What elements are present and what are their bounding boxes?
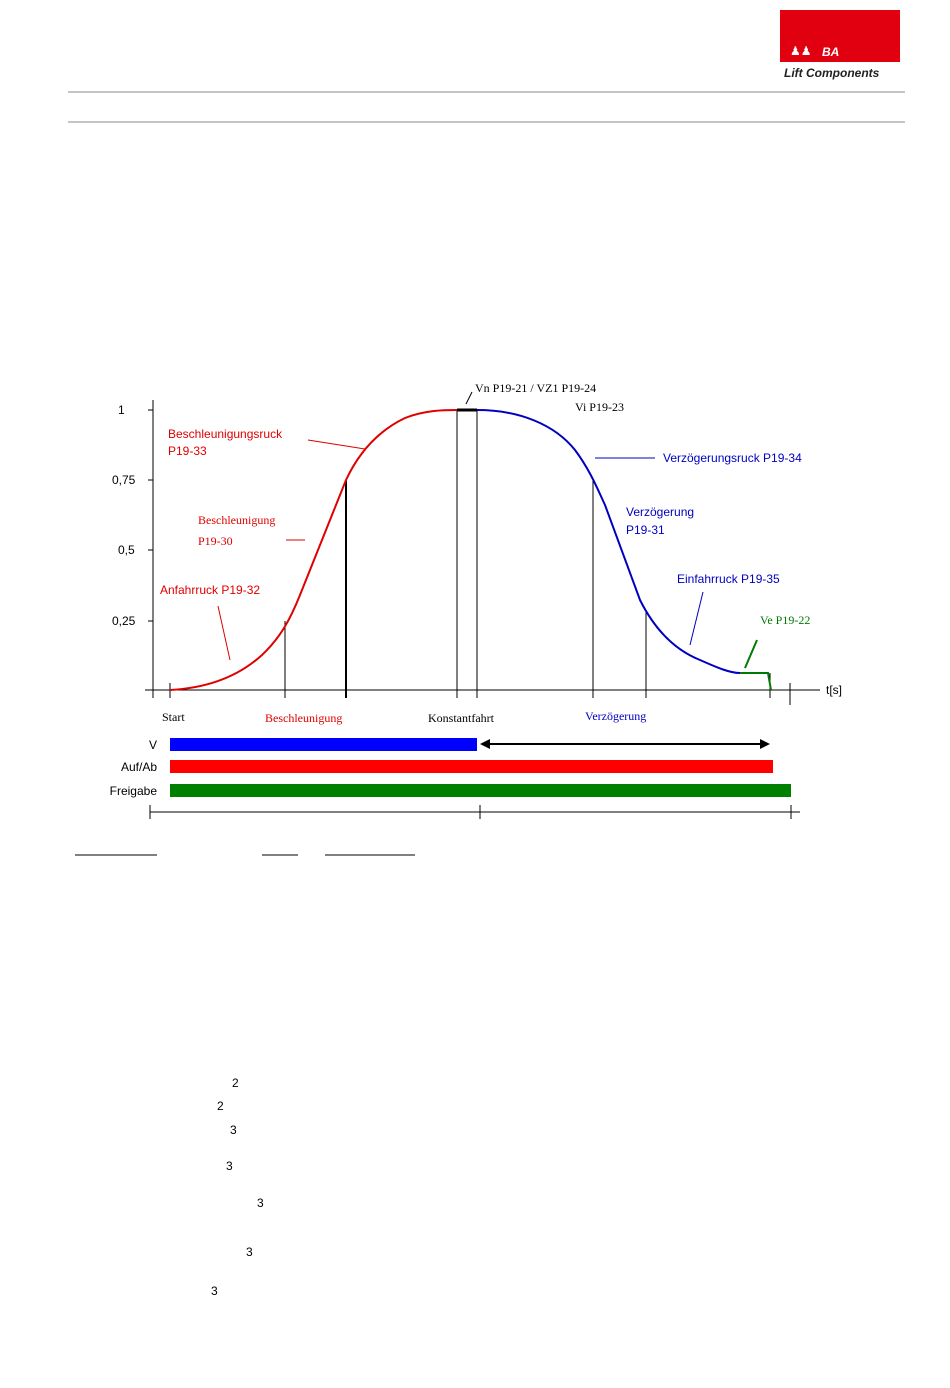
y-label: 0,25: [112, 614, 136, 628]
signal-bar: [170, 760, 773, 773]
decel-curve: [476, 409, 741, 674]
signal-label: Auf/Ab: [121, 760, 157, 774]
superscript: 3: [257, 1196, 264, 1210]
signal-bar: [170, 784, 791, 797]
phase-label: Start: [162, 710, 185, 724]
annotation: Anfahrruck P19-32: [160, 583, 260, 597]
phase-label: Verzögerung: [585, 709, 646, 723]
annotation: P19-33: [168, 444, 207, 458]
superscript: 3: [211, 1284, 218, 1298]
leader: [744, 639, 758, 669]
logo-caption: Lift Components: [784, 66, 880, 80]
time-axis: [149, 805, 800, 819]
superscript: 2: [217, 1099, 224, 1113]
superscript: 3: [226, 1159, 233, 1173]
phase-label: Konstantfahrt: [428, 711, 495, 725]
leader: [689, 591, 704, 646]
y-ticks: [148, 409, 153, 622]
annotation: Verzögerungsruck P19-34: [663, 451, 802, 465]
annotation: Beschleunigung: [198, 513, 275, 527]
leader: [465, 391, 473, 405]
annotation: Verzögerung: [626, 505, 694, 519]
superscript: 3: [230, 1123, 237, 1137]
logo-block: [780, 10, 900, 62]
annotation: Vn P19-21 / VZ1 P19-24: [475, 381, 596, 395]
y-label: 0,75: [112, 473, 136, 487]
annotation: Ve P19-22: [760, 613, 810, 627]
accel-curve: [169, 409, 458, 691]
leveling-curve: [740, 672, 772, 691]
phase-lines: [169, 410, 791, 705]
y-label: 1: [118, 403, 125, 417]
footnote-marks: 2 2 3 3 3 3 3: [211, 1076, 264, 1298]
superscript: 2: [232, 1076, 239, 1090]
x-label: t[s]: [826, 683, 842, 697]
leader: [217, 605, 231, 661]
superscript: 3: [246, 1245, 253, 1259]
annotation: Einfahrruck P19-35: [677, 572, 780, 586]
annotation: P19-30: [198, 534, 233, 548]
annotation: Vi P19-23: [575, 400, 624, 414]
signal-bar: [170, 738, 477, 751]
annotation: P19-31: [626, 523, 665, 537]
leader: [307, 439, 366, 450]
logo: ♟♟ BA Lift Components: [780, 10, 900, 80]
signal-label: Freigabe: [110, 784, 158, 798]
logo-figure: ♟♟: [790, 44, 812, 58]
y-label: 0,5: [118, 543, 135, 557]
phase-label: Beschleunigung: [265, 711, 342, 725]
annotation: Beschleunigungsruck: [168, 427, 283, 441]
logo-mark: BA: [822, 45, 839, 59]
signal-label: V: [149, 738, 157, 752]
